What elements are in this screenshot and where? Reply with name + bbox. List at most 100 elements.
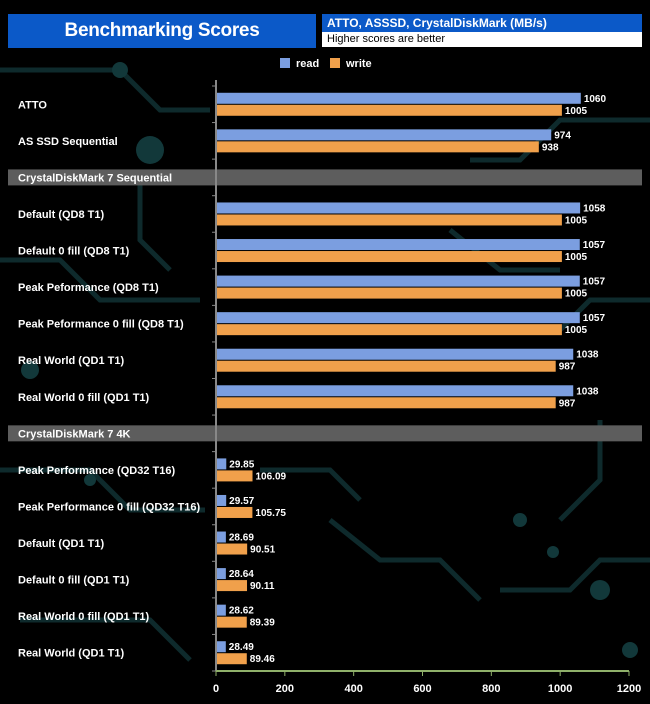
- bar-read: [216, 385, 574, 397]
- data-label-read: 29.85: [229, 459, 254, 470]
- circuit-trace: [20, 617, 192, 662]
- bar-write: [216, 653, 247, 665]
- bar-write: [216, 141, 539, 153]
- data-label-write: 938: [542, 142, 559, 153]
- data-label-read: 28.62: [229, 606, 254, 617]
- bar-read: [216, 641, 226, 653]
- category-label: AS SSD Sequential: [18, 136, 118, 148]
- x-tick-label: 800: [482, 683, 500, 695]
- data-label-write: 1005: [565, 325, 588, 336]
- circuit-node: [21, 361, 39, 379]
- category-label: Peak Peformance (QD8 T1): [18, 282, 159, 294]
- circuit-node: [513, 513, 527, 527]
- x-tick-label: 1000: [548, 683, 572, 695]
- category-label: ATTO: [18, 99, 47, 111]
- bar-read: [216, 92, 581, 104]
- bar-read: [216, 568, 226, 580]
- data-label-read: 1038: [576, 386, 599, 397]
- circuit-node: [547, 546, 559, 558]
- data-label-write: 987: [559, 398, 576, 409]
- bar-write: [216, 104, 562, 116]
- data-label-write: 90.11: [250, 581, 275, 592]
- circuit-trace: [328, 518, 482, 602]
- bar-read: [216, 202, 581, 214]
- chart-title: Benchmarking Scores: [8, 14, 316, 48]
- x-tick-label: 1200: [617, 683, 641, 695]
- bar-write: [216, 470, 253, 482]
- circuit-node: [112, 62, 128, 78]
- data-label-write: 987: [559, 362, 576, 373]
- bar-write: [216, 397, 556, 409]
- x-tick-label: 0: [213, 683, 219, 695]
- bar-write: [216, 360, 556, 372]
- bar-write: [216, 506, 253, 518]
- data-label-read: 29.57: [229, 496, 254, 507]
- bar-read: [216, 531, 226, 543]
- category-label: Default (QD8 T1): [18, 209, 105, 221]
- data-label-read: 28.64: [229, 569, 254, 580]
- bar-read: [216, 494, 227, 506]
- category-label: Default (QD1 T1): [18, 538, 105, 550]
- data-label-read: 974: [554, 130, 571, 141]
- data-label-read: 1057: [583, 277, 606, 288]
- chart-subtitle: ATTO, ASSSD, CrystalDiskMark (MB/s): [322, 14, 642, 32]
- data-label-write: 90.51: [250, 545, 275, 556]
- data-label-read: 1038: [576, 350, 599, 361]
- category-label: Peak Performance (QD32 T16): [18, 465, 175, 477]
- data-label-read: 1058: [583, 203, 606, 214]
- bar-write: [216, 251, 562, 263]
- x-tick-label: 600: [413, 683, 431, 695]
- bar-write: [216, 287, 562, 299]
- data-label-read: 1057: [583, 240, 606, 251]
- circuit-trace: [0, 257, 200, 303]
- category-label: Real World (QD1 T1): [18, 355, 124, 367]
- bar-read: [216, 348, 574, 360]
- legend-swatch-write: [330, 58, 340, 68]
- circuit-trace: [0, 67, 210, 113]
- bar-read: [216, 458, 227, 470]
- section-band: [8, 425, 642, 442]
- data-label-write: 1005: [565, 106, 588, 117]
- category-label: Real World 0 fill (QD1 T1): [18, 611, 150, 623]
- bar-read: [216, 275, 580, 287]
- data-label-write: 1005: [565, 215, 588, 226]
- x-tick-label: 200: [276, 683, 294, 695]
- bar-read: [216, 312, 580, 324]
- legend-label-read: read: [296, 58, 319, 70]
- data-label-read: 1057: [583, 313, 606, 324]
- bar-write: [216, 543, 248, 555]
- chart-note: Higher scores are better: [322, 32, 642, 47]
- legend-swatch-read: [280, 58, 290, 68]
- data-label-write: 1005: [565, 252, 588, 263]
- bar-read: [216, 604, 226, 616]
- data-label-read: 1060: [584, 94, 607, 105]
- bar-write: [216, 324, 562, 336]
- legend-label-write: write: [345, 58, 372, 70]
- bar-read: [216, 239, 580, 251]
- circuit-trace: [0, 467, 205, 513]
- bar-write: [216, 616, 247, 628]
- bar-write: [216, 580, 248, 592]
- section-band: [8, 169, 642, 186]
- category-label: Default 0 fill (QD8 T1): [18, 246, 130, 258]
- x-tick-label: 400: [344, 683, 362, 695]
- circuit-node: [136, 136, 164, 164]
- circuit-trace: [500, 557, 650, 593]
- circuit-trace: [260, 467, 362, 502]
- section-label: CrystalDiskMark 7 4K: [18, 428, 131, 440]
- bar-write: [216, 214, 562, 226]
- data-label-write: 105.75: [255, 508, 286, 519]
- circuit-node: [590, 580, 610, 600]
- data-label-write: 1005: [565, 289, 588, 300]
- category-label: Real World 0 fill (QD1 T1): [18, 392, 150, 404]
- circuit-node: [84, 474, 96, 486]
- section-label: CrystalDiskMark 7 Sequential: [18, 172, 172, 184]
- circuit-trace: [137, 180, 172, 272]
- legend: read write: [280, 58, 372, 70]
- category-label: Peak Peformance 0 fill (QD8 T1): [18, 319, 184, 331]
- bar-read: [216, 129, 552, 141]
- data-label-write: 89.39: [250, 618, 275, 629]
- category-label: Default 0 fill (QD1 T1): [18, 575, 130, 587]
